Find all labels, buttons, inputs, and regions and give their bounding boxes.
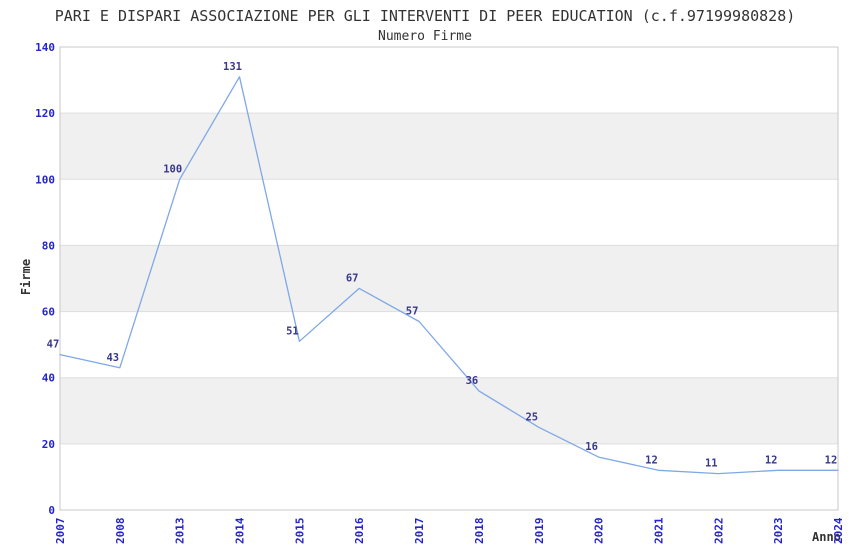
grid-band [60, 245, 838, 312]
x-tick-label: 2007 [54, 518, 67, 545]
data-point-label: 131 [223, 61, 242, 73]
grid-band [60, 113, 838, 180]
x-tick-label: 2015 [293, 518, 306, 545]
data-point-label: 12 [645, 454, 658, 466]
data-point-label: 43 [106, 352, 119, 364]
x-tick-label: 2020 [593, 518, 606, 545]
y-tick-label: 120 [35, 107, 55, 120]
chart-subtitle: Numero Firme [378, 29, 472, 44]
data-point-label: 25 [525, 411, 538, 423]
x-tick-label: 2008 [114, 518, 127, 545]
data-point-label: 16 [585, 441, 598, 453]
y-tick-label: 40 [42, 372, 55, 385]
x-tick-label: 2021 [653, 517, 666, 544]
y-tick-label: 0 [48, 504, 55, 517]
data-point-label: 51 [286, 325, 299, 337]
y-tick-label: 140 [35, 41, 55, 54]
grid-band [60, 377, 838, 444]
x-tick-label: 2024 [832, 517, 845, 544]
y-tick-label: 60 [42, 306, 55, 319]
y-tick-label: 100 [35, 173, 55, 186]
y-tick-label: 20 [42, 438, 55, 451]
data-point-label: 36 [466, 375, 479, 387]
data-point-label: 12 [825, 454, 838, 466]
x-tick-label: 2016 [353, 517, 366, 544]
x-tick-label: 2022 [712, 518, 725, 545]
data-point-label: 12 [765, 454, 778, 466]
chart-title: PARI E DISPARI ASSOCIAZIONE PER GLI INTE… [54, 7, 796, 25]
x-tick-label: 2023 [772, 518, 785, 545]
data-point-label: 47 [47, 339, 60, 351]
data-point-label: 11 [705, 458, 718, 470]
data-point-label: 100 [163, 163, 182, 175]
x-axis-label: Anno [812, 530, 841, 544]
x-tick-label: 2014 [234, 517, 247, 544]
y-tick-label: 80 [42, 239, 55, 252]
x-tick-label: 2018 [473, 518, 486, 545]
x-tick-label: 2019 [533, 518, 546, 545]
plot-frame [59, 46, 839, 511]
x-tick-label: 2013 [174, 518, 187, 545]
data-point-label: 57 [406, 306, 419, 318]
data-line [59, 76, 839, 475]
x-tick-label: 2017 [413, 518, 426, 545]
data-point-label: 67 [346, 272, 359, 284]
